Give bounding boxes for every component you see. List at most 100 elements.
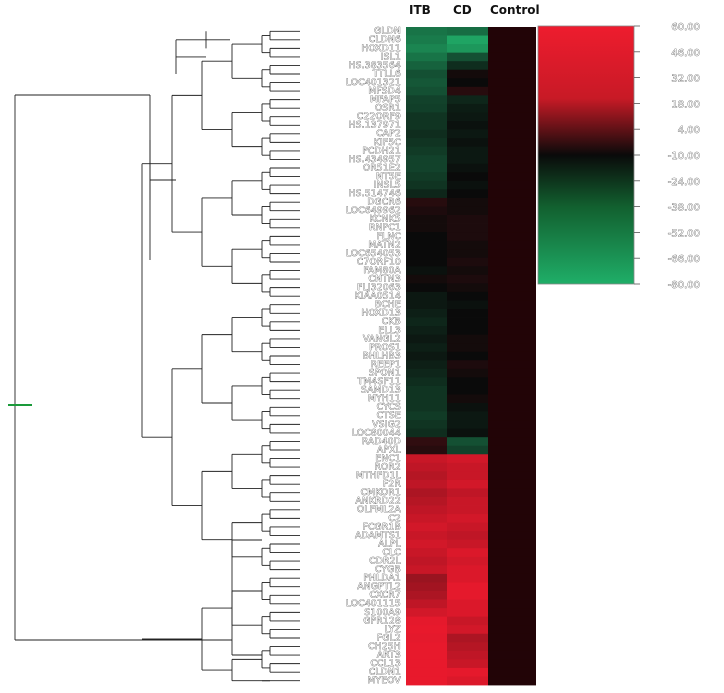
heatmap-cell (406, 274, 447, 284)
heatmap-cell (488, 642, 536, 652)
heatmap-cell (488, 232, 536, 242)
heatmap-cell (447, 608, 488, 618)
gene-label: FAM80A (363, 266, 401, 276)
gene-label: APXL (377, 445, 401, 455)
heatmap-cell (406, 197, 447, 207)
gene-label: REEP1 (371, 360, 401, 370)
heatmap-cell (488, 52, 536, 62)
gene-label: CLDN1 (369, 668, 401, 678)
heatmap-cell (447, 300, 488, 310)
legend-tick-label: 32.00 (671, 74, 700, 85)
heatmap-cell (406, 471, 447, 481)
gene-label: CMKOR1 (361, 488, 401, 498)
heatmap-cell (447, 163, 488, 173)
heatmap-cell (447, 514, 488, 524)
heatmap-cell (447, 129, 488, 139)
heatmap-cell (447, 497, 488, 506)
legend-tick-label: -38.00 (668, 203, 700, 214)
heatmap-cell (447, 377, 488, 387)
gene-label: CXCR7 (369, 591, 401, 601)
heatmap-cell (447, 266, 488, 276)
legend-tick-label: 60.00 (671, 22, 700, 33)
gene-label: CYCS (377, 403, 401, 413)
heatmap-cell (406, 385, 447, 395)
gene-labels: GLDNCLDN6HOXD11ISL1HS.383564TTLL6LOC4013… (346, 26, 402, 686)
heatmap-cell (447, 44, 488, 54)
heatmap-cell (488, 146, 536, 156)
heatmap-cell (447, 172, 488, 182)
heatmap-cell (447, 676, 488, 686)
heatmap-cell (406, 650, 447, 660)
gene-label: LOC654053 (346, 249, 401, 259)
heatmap-cell (488, 138, 536, 148)
heatmap-cell (488, 488, 536, 498)
legend-tick-label: 46.00 (671, 48, 700, 59)
heatmap-cell (488, 180, 536, 190)
gene-label: HS.434957 (349, 155, 401, 165)
heatmap-cell (406, 556, 447, 566)
heatmap-cell (447, 35, 488, 45)
gene-label: CNTN3 (369, 274, 401, 284)
heatmap-cell (488, 69, 536, 79)
heatmap-cell (488, 121, 536, 130)
gene-label: ADAMTS1 (355, 531, 401, 541)
gene-label: HS.383564 (349, 61, 401, 71)
gene-label: MYEOV (367, 676, 401, 686)
heatmap-cell (447, 309, 488, 318)
gene-label: FLNC (377, 232, 401, 242)
heatmap-cell (406, 633, 447, 643)
heatmap-cell (406, 437, 447, 447)
heatmap-cell (406, 625, 447, 635)
legend-ticks: 60.00 46.00 32.00 18.00 4.00 -10.00 -24.00 -38.… (634, 22, 700, 291)
gene-label: OLFML2A (357, 505, 402, 515)
heatmap-cell (447, 61, 488, 71)
heatmap-cell (406, 565, 447, 575)
gene-label: NT5E (376, 172, 401, 182)
heatmap-cell (406, 497, 447, 506)
heatmap-cell (447, 599, 488, 609)
heatmap-cell (447, 650, 488, 660)
heatmap-cell (447, 616, 488, 626)
heatmap-cell (447, 206, 488, 216)
gene-label: FGL2 (377, 633, 401, 643)
gene-label: LOC649962 (346, 206, 401, 216)
heatmap-cell (488, 95, 536, 105)
gene-label: PCDH21 (362, 146, 401, 156)
gene-label: HOXD13 (361, 309, 401, 319)
gene-label: CKB (382, 317, 401, 327)
gene-label: GPR128 (363, 616, 401, 626)
heatmap-cell (447, 437, 488, 447)
heatmap-cell (488, 283, 536, 293)
heatmap-cell (406, 155, 447, 165)
heatmap-cell (488, 360, 536, 370)
heatmap-cell (488, 266, 536, 276)
heatmap-cell (447, 326, 488, 336)
heatmap-cell (447, 86, 488, 96)
gene-label: CTSE (377, 411, 401, 421)
heatmap-cell (447, 667, 488, 677)
heatmap-cell (406, 403, 447, 412)
heatmap-cell (488, 103, 536, 113)
heatmap-cell (406, 539, 447, 549)
heatmap-cell (488, 240, 536, 250)
gene-label: RNPC1 (369, 223, 401, 233)
heatmap-cell (447, 121, 488, 130)
gene-label: PHLDA1 (363, 574, 401, 584)
gene-label: KIAA0514 (355, 292, 401, 302)
gene-label: KIF5C (374, 138, 401, 148)
gene-label: OSR1 (375, 104, 401, 114)
heatmap-cell (406, 300, 447, 310)
heatmap-cell (488, 112, 536, 122)
gene-label: C7ORF10 (357, 257, 401, 267)
heatmap-cell (488, 343, 536, 353)
heatmap-cell (406, 121, 447, 130)
gene-label: C2 (388, 514, 401, 524)
heatmap-cell (406, 52, 447, 62)
heatmap-cell (406, 428, 447, 438)
heatmap-cell (406, 548, 447, 558)
heatmap-cell (447, 78, 488, 88)
heatmap-cell (488, 223, 536, 233)
heatmap-cell (447, 69, 488, 79)
heatmap-cell (488, 334, 536, 344)
